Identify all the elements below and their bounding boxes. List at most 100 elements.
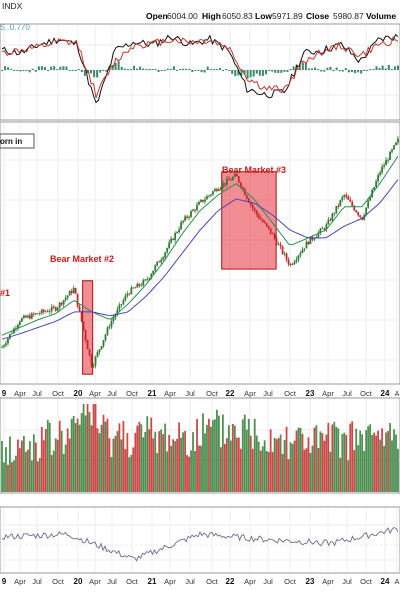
histogram-bar [225, 69, 228, 70]
candle-body [249, 202, 252, 205]
volume-bar [279, 434, 282, 492]
volume-bar [243, 414, 246, 492]
volume-bar [218, 415, 220, 492]
x-tick-label: Jul [32, 389, 42, 398]
volume-bar [54, 438, 57, 492]
volume-bar [98, 433, 101, 492]
bear-market-highlight [221, 171, 277, 270]
histogram-bar [126, 68, 129, 70]
volume-bar [257, 441, 260, 492]
candle-body [223, 183, 226, 185]
volume-bar [315, 425, 318, 492]
candle-body [355, 210, 358, 213]
candle-body [188, 216, 190, 218]
volume-bar [32, 434, 35, 492]
volume-bar [331, 424, 334, 492]
volume-bar [245, 429, 248, 492]
x-tick-label: Apr [164, 577, 176, 586]
candle-body [48, 311, 51, 312]
x-tick-label: Oct [206, 577, 219, 586]
volume-bar [58, 420, 61, 492]
volume-bar [24, 451, 27, 492]
candle-body [138, 283, 141, 286]
candle-body [114, 314, 117, 318]
volume-bar [301, 433, 304, 492]
volume-bar [3, 462, 5, 492]
histogram-bar [228, 70, 231, 71]
candle-body [182, 220, 184, 223]
volume-bar [357, 445, 360, 492]
candle-body [44, 311, 47, 313]
histogram-bar [304, 62, 307, 70]
volume-bar [140, 424, 143, 492]
histogram-bar [175, 70, 178, 71]
legend-box [0, 133, 35, 149]
moving-average-lines [1, 155, 399, 340]
histogram-bar [108, 66, 111, 70]
volume-bar [271, 451, 274, 492]
volume-bar [128, 457, 131, 492]
candle-body [108, 326, 111, 328]
candle-body [11, 333, 13, 335]
candle-body [383, 165, 385, 167]
histogram-bar [350, 70, 353, 73]
top-histogram [1, 61, 399, 79]
bottom-oscillator-line [1, 526, 399, 562]
candle-body [349, 199, 352, 202]
histogram-bar [338, 70, 341, 72]
candle-body [96, 352, 99, 357]
histogram-bar [255, 70, 258, 74]
volume-bar [289, 442, 292, 492]
bear-market-highlights [82, 171, 277, 375]
histogram-bar [37, 66, 40, 70]
volume-bar [174, 441, 177, 492]
x-tick-label: 22 [226, 577, 235, 586]
histogram-bar [292, 66, 295, 70]
x-tick-label: Oct [126, 577, 139, 586]
x-tick-label: Apr [322, 577, 334, 586]
candle-body [393, 145, 395, 150]
volume-bar [104, 421, 107, 492]
candle-body [283, 253, 286, 255]
histogram-bar [268, 70, 271, 72]
volume-bar [273, 437, 276, 492]
histogram-bar [194, 70, 197, 71]
candle-body [164, 252, 167, 258]
volume-bar [229, 440, 232, 492]
volume-bar [253, 418, 256, 492]
volume-bar [343, 432, 346, 492]
volume-bar [263, 440, 266, 492]
candle-body [206, 196, 208, 200]
volume-bar [295, 430, 298, 492]
candle-body [365, 207, 368, 216]
x-tick-label: Apr [244, 577, 256, 586]
histogram-bar [197, 70, 200, 71]
volume-bar [239, 448, 242, 492]
candle-body [40, 309, 43, 314]
volume-bar [305, 448, 308, 492]
candle-body [202, 199, 204, 202]
volume-bar [249, 435, 252, 492]
volume-bar [136, 425, 139, 492]
volume-bar [46, 419, 49, 492]
histogram-bar [62, 66, 65, 70]
volume-bar [44, 429, 47, 492]
histogram-bar [185, 68, 188, 70]
candle-body [58, 302, 61, 308]
candle-body [22, 315, 25, 319]
candle-body [251, 204, 254, 209]
x-tick-label: 24 [381, 577, 390, 586]
candle-body [54, 307, 57, 311]
volume-bar [379, 439, 381, 492]
volume-bar [182, 432, 184, 492]
candle-body [321, 228, 324, 230]
volume-bar [184, 430, 186, 492]
x-tick-label: 23 [306, 389, 315, 398]
histogram-bar [105, 70, 108, 72]
volume-bar [94, 404, 97, 492]
candle-body [198, 201, 200, 205]
histogram-bar [25, 70, 28, 72]
histogram-bar [172, 66, 175, 70]
candle-body [291, 263, 294, 265]
histogram-bar [133, 65, 135, 70]
